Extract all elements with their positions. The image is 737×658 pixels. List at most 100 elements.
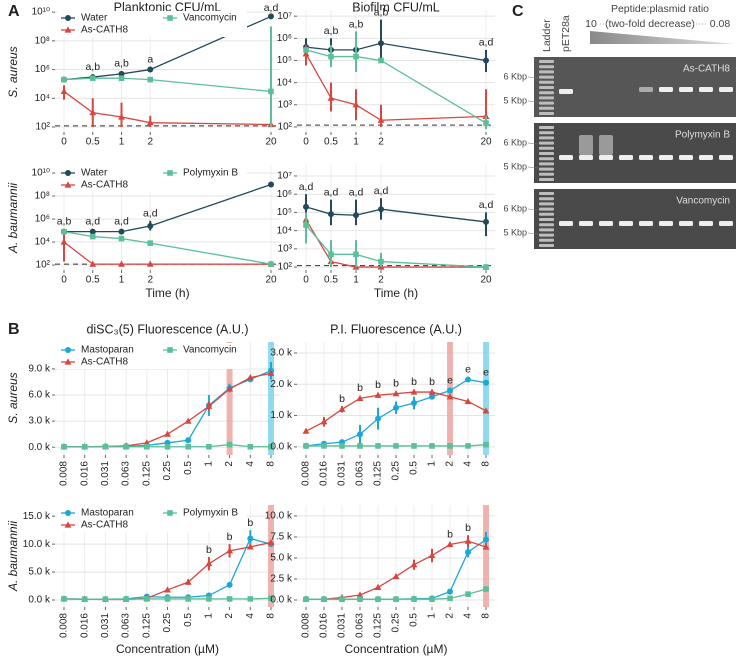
lane-label: pET28a [560,15,572,52]
point-label: e [483,366,489,378]
marker [268,13,274,20]
x-tick-label: 20 [480,137,492,148]
gel-range-label: 0.08 [710,18,731,30]
y-tick-label: 10⁵ [277,55,292,66]
legend-label: Vancomycin [183,13,237,24]
ladder-band [539,228,554,232]
ladder-band [539,244,554,247]
band [579,221,593,226]
marker [378,57,384,64]
ladder-band [539,75,554,79]
marker [206,443,212,450]
x-tick-label: 20 [265,137,277,148]
marker [357,443,363,449]
y-tick-label: 10² [278,262,293,273]
marker [102,443,109,450]
marker [185,443,191,450]
legend-label: Polymyxin B [183,508,238,519]
marker [339,443,345,449]
ladder-band [539,80,554,84]
x-tick-label: 0.125 [141,613,152,638]
size-tick [527,232,539,235]
marker [247,443,254,450]
x-tick-label: 1 [427,461,438,467]
y-tick-label: 10⁴ [277,225,292,236]
band [639,155,653,160]
gel-label: As-CATH8 [683,64,730,75]
gel-image [534,189,736,249]
x-tick-label: 0.016 [319,613,330,638]
y-tick-label: 10⁶ [277,189,292,200]
legend-label: As-CATH8 [81,180,128,191]
y-tick-label: 15.0 k [23,511,51,522]
marker [205,560,213,567]
marker [147,76,154,83]
marker [164,586,171,593]
point-label: a,b [57,215,72,227]
y-tick-label: 2.5 k [270,574,293,585]
size-label: 6 Kbp [503,137,527,147]
marker [410,561,418,568]
x-tick-label: 0.008 [301,613,312,638]
x-tick-label: 0.031 [100,461,111,486]
marker [483,441,489,448]
chart-title: diSC₃(5) Fluorescence (A.U.) [86,322,248,336]
marker [446,393,454,400]
chart-title: P.I. Fluorescence (A.U.) [330,322,462,336]
x-tick-label: 0 [61,137,67,148]
x-tick-label: 2 [378,275,384,286]
gel-label: Vancomycin [676,196,730,207]
size-tick [527,76,539,79]
x-tick-label: 0.5 [409,613,420,627]
row-label: S. aureus [6,46,20,97]
ladder-band [539,146,554,150]
marker [267,538,275,546]
marker [447,588,453,595]
marker [429,443,435,449]
marker [147,240,154,246]
marker [206,596,212,602]
marker [89,228,96,235]
marker [447,443,453,449]
marker [164,443,171,450]
marker [164,596,171,602]
x-tick-label: 8 [481,613,492,619]
y-tick-label: 5.0 k [28,567,51,578]
marker [328,251,334,258]
marker [89,260,97,267]
legend-marker [65,170,71,176]
band [719,155,733,160]
x-tick-label: 2 [224,613,235,619]
band [619,155,633,160]
y-tick-label: 3.0 k [28,416,51,427]
marker [411,400,417,407]
gel-subtitle: (two-fold decrease) [605,18,695,30]
legend-marker [65,347,71,353]
marker [89,75,96,82]
marker [226,441,233,448]
marker [118,228,125,235]
size-label: 6 Kbp [503,203,527,213]
marker [247,596,254,602]
marker [482,407,490,414]
y-tick-label: 0.0 k [28,595,51,606]
x-tick-label: 0 [303,137,309,148]
highlight-band [226,342,233,455]
band [559,89,573,94]
marker [268,181,274,188]
point-label: a,d [374,185,389,197]
marker [446,540,454,548]
y-tick-label: 10³ [278,243,293,254]
x-tick-label: 0.063 [355,613,366,638]
x-tick-label: 2 [445,461,456,467]
y-tick-label: 10⁷ [277,11,292,22]
marker [465,591,471,597]
legend-marker [64,521,72,528]
x-tick-label: 8 [266,613,277,619]
ladder-band [539,197,554,201]
marker [483,586,489,592]
y-tick-label: 10¹⁰ [32,7,50,18]
x-tick-label: 0.25 [391,613,402,633]
marker [393,596,399,602]
